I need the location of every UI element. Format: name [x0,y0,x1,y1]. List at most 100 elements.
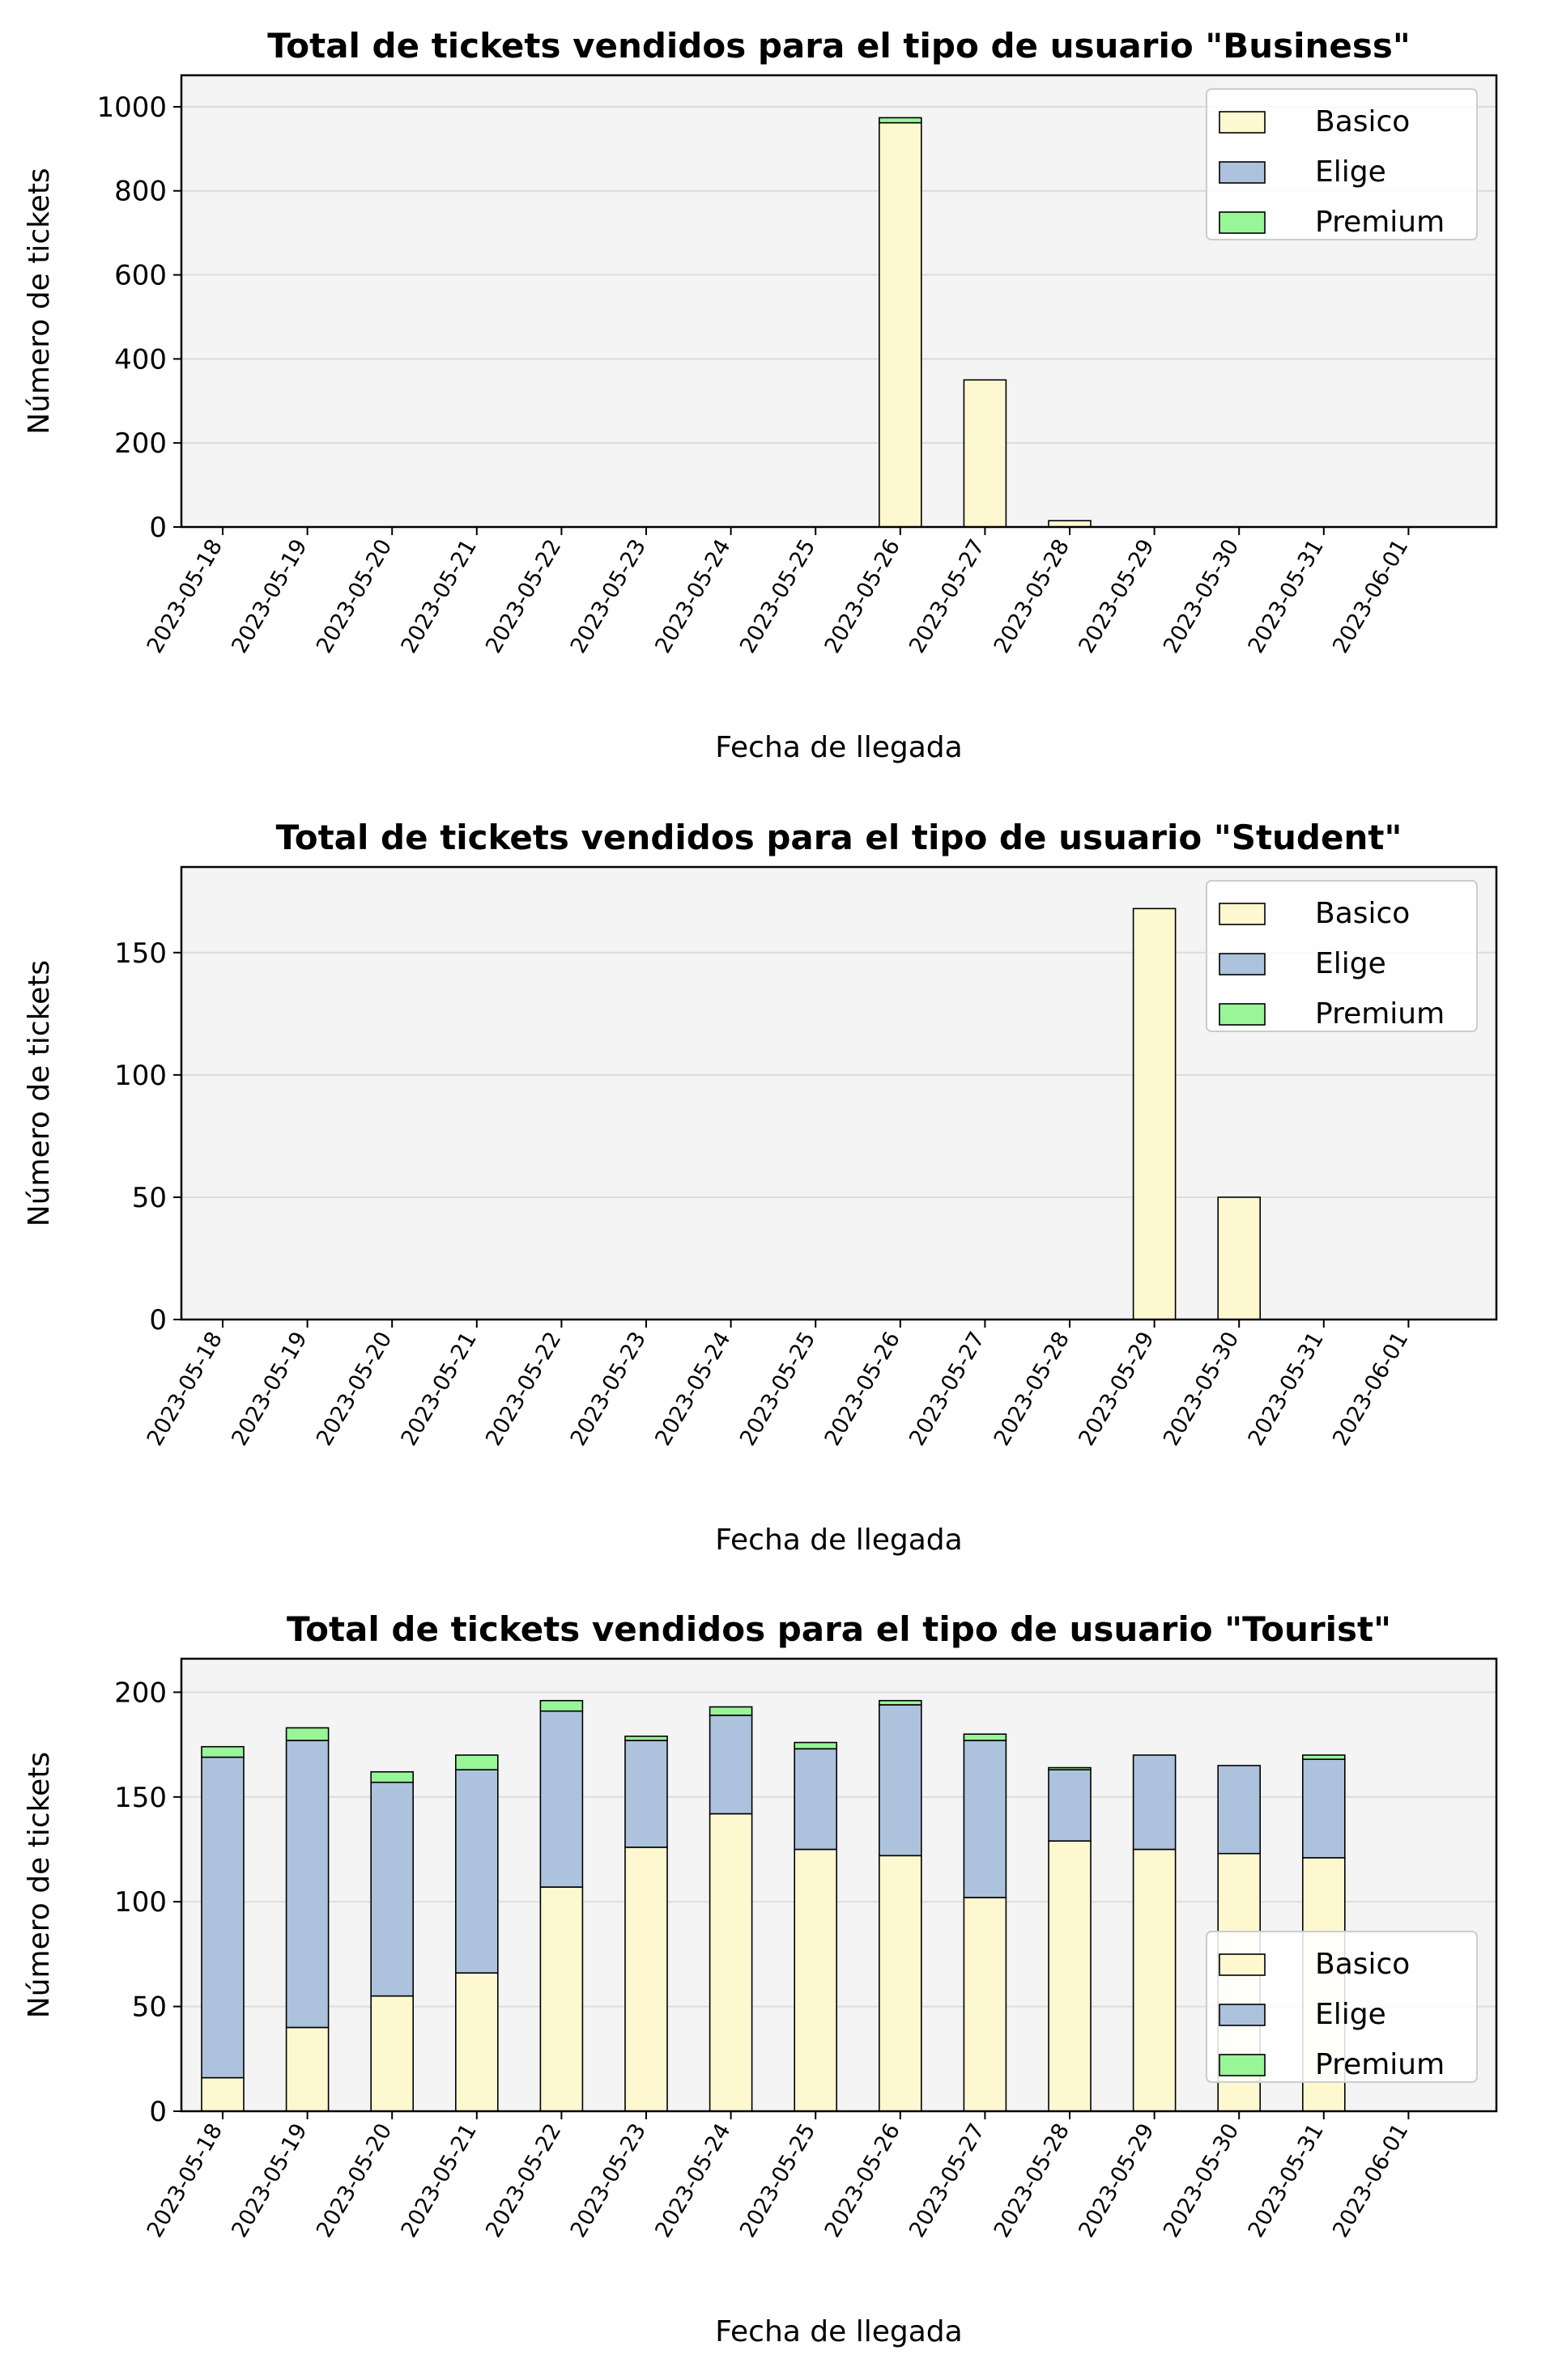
legend-label-premium: Premium [1315,997,1445,1031]
x-tick-label: 2023-05-24 [650,1328,735,1450]
bar-premium-2023-05-23 [624,1735,668,1741]
y-tick-label: 150 [114,937,167,970]
x-tick-label: 2023-05-30 [1159,2119,1244,2242]
bar-elige-2023-05-24 [709,1715,753,1815]
bar-premium-2023-05-18 [201,1745,245,1758]
x-tick-label: 2023-05-28 [990,1328,1075,1450]
bar-elige-2023-05-29 [1132,1754,1177,1851]
legend-box [1206,1931,1478,2083]
bar-basico-2023-05-22 [539,1886,584,2112]
bar-basico-2023-05-26 [879,121,922,528]
legend-label-elige: Elige [1315,1998,1386,2031]
x-axis-label: Fecha de llegada [715,731,962,764]
legend-swatch-basico [1219,111,1266,134]
bar-premium-2023-05-26 [879,1699,922,1706]
x-tick-label: 2023-05-19 [227,1328,312,1450]
x-tick-label: 2023-05-27 [904,1328,990,1450]
legend-swatch-elige [1219,161,1266,184]
bar-premium-2023-05-31 [1302,1754,1346,1761]
x-tick-label: 2023-05-25 [735,1328,820,1450]
x-tick-label: 2023-05-18 [143,535,228,657]
y-tick-label: 800 [114,176,167,208]
x-tick-label: 2023-05-22 [481,1328,566,1450]
bar-elige-2023-05-27 [963,1740,1007,1898]
x-tick-label: 2023-05-28 [990,2119,1075,2242]
x-tick-label: 2023-05-24 [650,2119,735,2242]
x-tick-label: 2023-06-01 [1328,535,1413,657]
y-tick-label: 200 [114,427,167,460]
bar-elige-2023-05-20 [370,1781,415,1997]
x-tick-label: 2023-05-23 [566,535,651,657]
bar-premium-2023-05-25 [794,1741,838,1750]
bar-basico-2023-05-25 [794,1848,838,2112]
x-tick-label: 2023-05-29 [1074,535,1159,657]
y-tick-label: 100 [114,1886,167,1919]
bar-elige-2023-05-19 [285,1740,330,2029]
bar-basico-2023-05-21 [454,1972,499,2112]
y-tick-label: 0 [149,512,167,544]
x-tick-label: 2023-05-26 [820,2119,905,2242]
bar-premium-2023-05-21 [454,1754,499,1770]
x-tick-label: 2023-05-25 [735,535,820,657]
legend: Basico Elige Premium [1206,1931,1478,2083]
y-axis-label: Número de tickets [23,168,56,434]
axes-frame [180,74,1498,529]
x-tick-label: 2023-05-23 [566,2119,651,2242]
y-tick-label: 50 [132,1991,167,2024]
bar-basico-2023-05-23 [624,1847,668,2112]
bar-basico-2023-05-18 [201,2076,245,2112]
legend-swatch-elige [1219,2004,1266,2026]
legend: Basico Elige Premium [1206,88,1478,240]
axes-frame [180,1657,1498,2113]
y-tick-label: 150 [114,1782,167,1814]
legend-swatch-premium [1219,1003,1266,1026]
legend-label-premium: Premium [1315,206,1445,239]
x-tick-label: 2023-05-19 [227,2119,312,2242]
bar-premium-2023-05-19 [285,1727,330,1741]
bar-elige-2023-05-22 [539,1710,584,1888]
x-tick-label: 2023-05-31 [1244,2119,1329,2242]
bar-basico-2023-05-27 [963,1897,1007,2112]
y-tick-label: 600 [114,260,167,292]
bar-elige-2023-05-30 [1217,1765,1261,1855]
y-tick-label: 400 [114,343,167,376]
bar-basico-2023-05-30 [1217,1196,1261,1320]
legend-box [1206,88,1478,240]
x-tick-label: 2023-05-20 [312,2119,397,2242]
bar-basico-2023-05-20 [370,1995,415,2112]
legend-label-basico: Basico [1315,1948,1410,1981]
x-tick-label: 2023-05-21 [397,2119,482,2242]
x-tick-label: 2023-06-01 [1328,2119,1413,2242]
x-tick-label: 2023-05-30 [1159,1328,1244,1450]
bar-premium-2023-05-24 [709,1706,753,1716]
bar-basico-2023-05-28 [1048,1840,1092,2112]
y-tick-label: 50 [132,1182,167,1214]
legend-swatch-elige [1219,953,1266,975]
x-tick-label: 2023-05-26 [820,1328,905,1450]
x-axis-label: Fecha de llegada [715,2315,962,2348]
x-tick-label: 2023-05-18 [143,1328,228,1450]
bar-premium-2023-05-28 [1048,1766,1092,1770]
axes-frame [180,865,1498,1321]
y-axis-label: Número de tickets [23,960,56,1226]
bar-basico-2023-05-27 [963,379,1007,528]
bar-premium-2023-05-22 [539,1699,584,1712]
x-tick-label: 2023-05-31 [1244,535,1329,657]
x-axis-label: Fecha de llegada [715,1524,962,1557]
legend: Basico Elige Premium [1206,880,1478,1032]
x-tick-label: 2023-05-22 [481,2119,566,2242]
y-tick-label: 0 [149,1304,167,1337]
legend-label-basico: Basico [1315,105,1410,138]
bar-premium-2023-05-20 [370,1770,415,1783]
chart-panel-1: Total de tickets vendidos para el tipo d… [23,818,1498,1557]
legend-swatch-basico [1219,903,1266,925]
bar-basico-2023-05-29 [1132,1848,1177,2112]
legend-swatch-premium [1219,2054,1266,2076]
bar-basico-2023-05-19 [285,2026,330,2112]
x-tick-label: 2023-05-27 [904,535,990,657]
bar-basico-2023-05-26 [879,1855,922,2112]
bar-elige-2023-05-18 [201,1756,245,2079]
x-tick-label: 2023-05-21 [397,535,482,657]
legend-swatch-basico [1219,1953,1266,1976]
